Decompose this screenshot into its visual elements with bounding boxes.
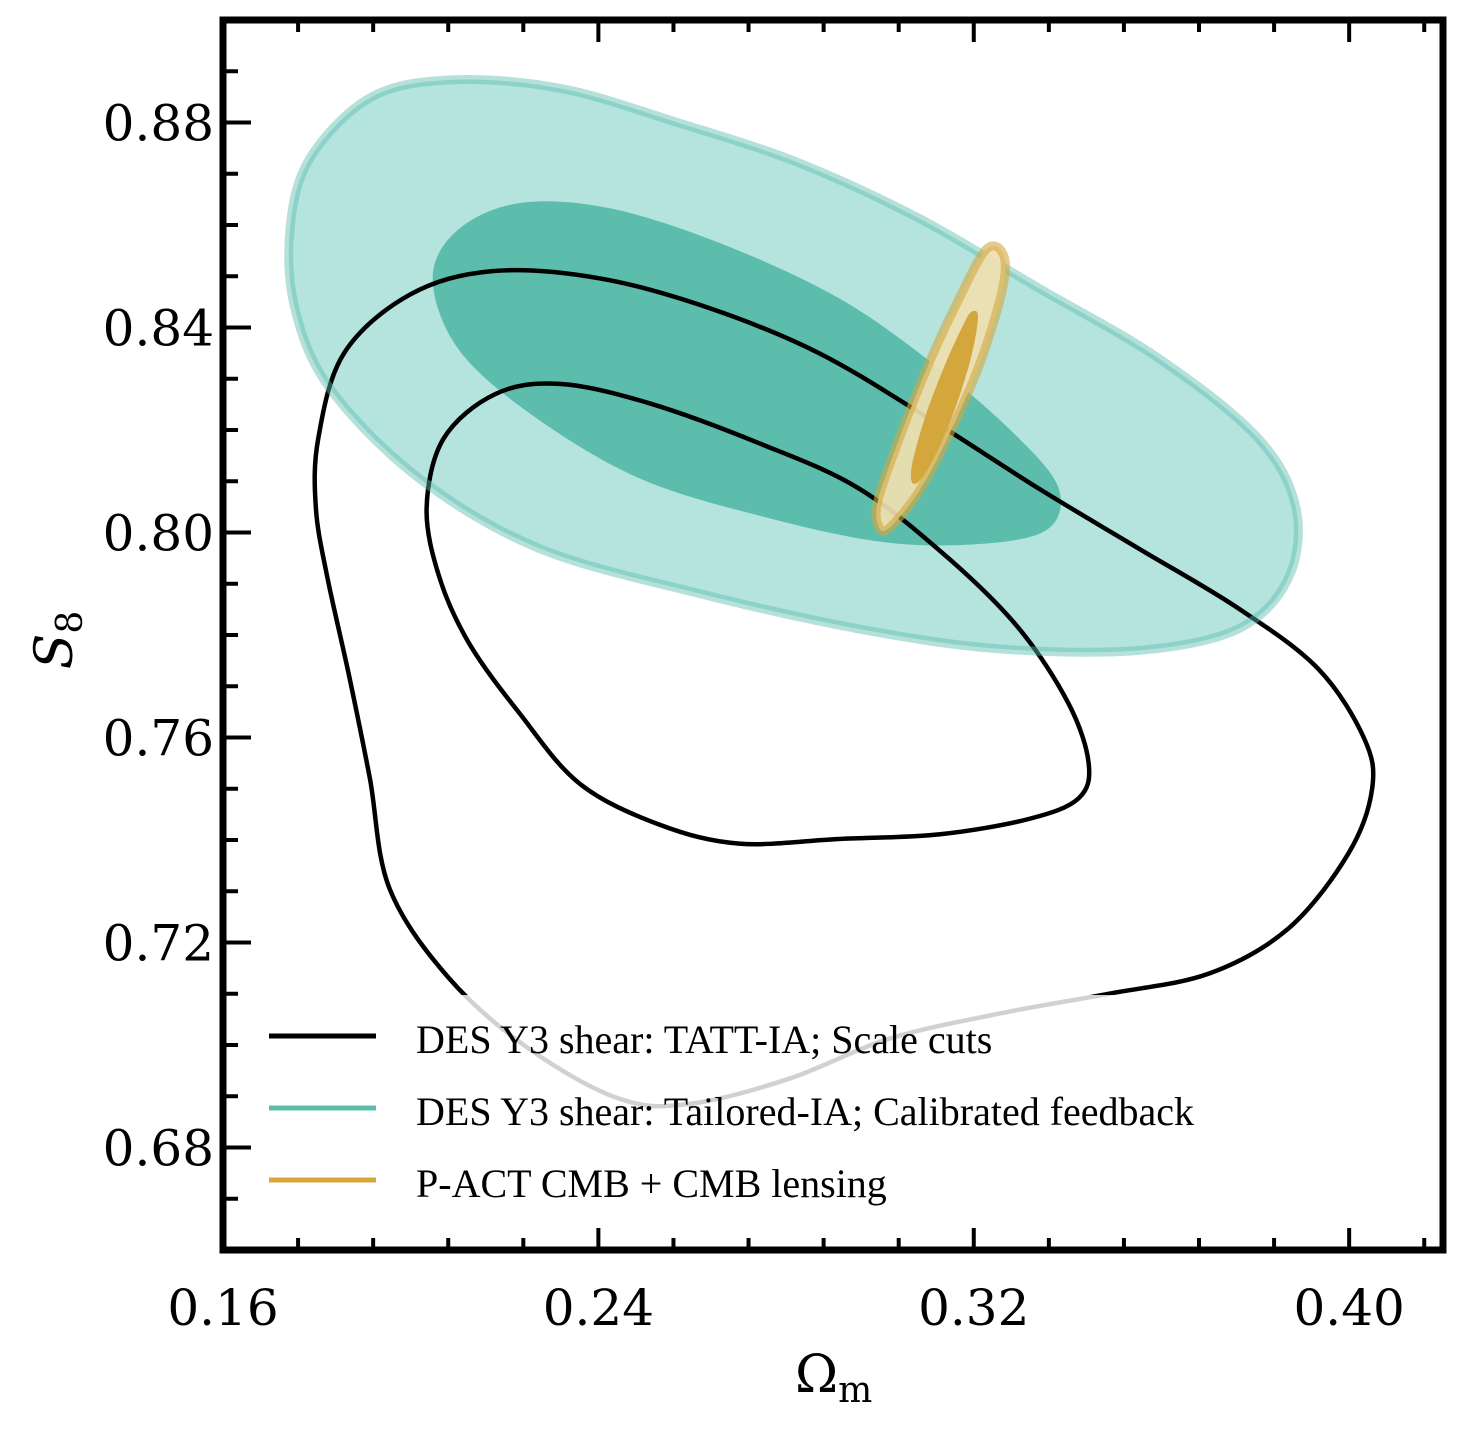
y-tick-label: 0.76	[103, 710, 214, 768]
x-tick-label: 0.16	[167, 1279, 278, 1337]
legend-background	[240, 995, 1430, 1235]
axis-tick-labels: 0.16 0.24 0.32 0.40 0.68 0.72 0.76 0.80 0.84 0.88	[103, 95, 1405, 1338]
tatt-ia-1sigma-contour	[424, 381, 1092, 847]
plot-area	[284, 75, 1376, 1109]
y-tick-label: 0.80	[103, 505, 214, 563]
legend-label-tatt-ia: DES Y3 shear: TATT-IA; Scale cuts	[416, 1017, 992, 1062]
legend-label-tailored-ia: DES Y3 shear: Tailored-IA; Calibrated fe…	[416, 1089, 1194, 1134]
y-tick-label: 0.88	[103, 95, 214, 153]
svg-text:S8: S8	[25, 611, 91, 670]
y-axis-label-sub: 8	[50, 611, 91, 634]
legend-label-pact: P-ACT CMB + CMB lensing	[416, 1161, 887, 1206]
legend: DES Y3 shear: TATT-IA; Scale cuts DES Y3…	[240, 995, 1430, 1235]
x-tick-label: 0.32	[918, 1279, 1029, 1337]
y-tick-label: 0.72	[103, 915, 214, 973]
y-tick-label: 0.84	[103, 300, 214, 358]
x-axis-label: Ωm	[795, 1345, 872, 1411]
x-tick-label: 0.40	[1293, 1279, 1404, 1337]
pact-1sigma-region	[910, 310, 979, 484]
x-axis-label-main: Ω	[795, 1345, 838, 1405]
y-tick-label: 0.68	[103, 1120, 214, 1178]
tailored-ia-2sigma-edge	[284, 75, 1303, 657]
x-tick-label: 0.24	[543, 1279, 654, 1337]
axes-frame	[219, 16, 1447, 1254]
tatt-ia-2sigma-contour	[312, 267, 1376, 1109]
y-axis-label-main: S	[25, 634, 85, 670]
x-axis-label-sub: m	[838, 1370, 872, 1411]
y-axis-label: S8	[25, 611, 91, 670]
